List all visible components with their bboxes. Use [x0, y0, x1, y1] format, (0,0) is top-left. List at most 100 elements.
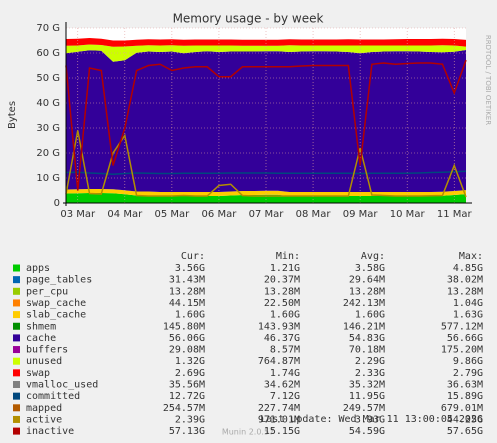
- legend-label: inactive: [26, 426, 74, 437]
- legend-stat: 1.63G: [453, 310, 483, 321]
- y-tick-label: 10 G: [36, 173, 60, 184]
- legend-swatch: [13, 334, 20, 342]
- legend-label: vmalloc_used: [26, 380, 98, 391]
- x-tick-label: 08 Mar: [296, 209, 332, 220]
- legend-stat: 36.63M: [447, 380, 483, 391]
- legend-label: unused: [26, 356, 62, 367]
- area: [66, 44, 466, 62]
- legend-stat: 1.04G: [453, 298, 483, 309]
- legend-stat: 13.28M: [349, 286, 385, 297]
- legend-header: Avg:: [361, 251, 385, 262]
- legend-stat: 31.43M: [169, 275, 205, 286]
- legend-stat: 2.79G: [453, 368, 483, 379]
- x-tick-label: 11 Mar: [437, 209, 473, 220]
- y-tick-label: 30 G: [36, 123, 60, 134]
- legend-stat: 34.62M: [264, 380, 300, 391]
- y-tick-label: 40 G: [36, 98, 60, 109]
- legend-stat: 679.01M: [441, 403, 483, 414]
- x-tick-label: 04 Mar: [107, 209, 143, 220]
- legend-stat: 1.60G: [175, 310, 205, 321]
- y-axis-label: Bytes: [7, 101, 18, 129]
- legend-stat: 8.57M: [270, 345, 300, 356]
- legend-label: apps: [26, 263, 50, 274]
- y-tick-label: 50 G: [36, 73, 60, 84]
- legend-label: swap_cache: [26, 298, 86, 309]
- legend-stat: 44.15M: [169, 298, 205, 309]
- legend-stat: 38.02M: [447, 275, 483, 286]
- legend-swatch: [13, 299, 20, 307]
- chart-title: Memory usage - by week: [173, 12, 324, 26]
- legend-stat: 249.57M: [343, 403, 385, 414]
- legend-stat: 20.37M: [264, 275, 300, 286]
- legend-swatch: [13, 346, 20, 354]
- legend-stat: 1.60G: [270, 310, 300, 321]
- legend-swatch: [13, 404, 20, 412]
- legend-stat: 9.86G: [453, 356, 483, 367]
- legend-label: buffers: [26, 345, 68, 356]
- legend-stat: 12.72G: [169, 391, 205, 402]
- y-tick-label: 20 G: [36, 148, 60, 159]
- legend-stat: 29.64M: [349, 275, 385, 286]
- x-tick-label: 09 Mar: [343, 209, 379, 220]
- legend-stat: 2.33G: [355, 368, 385, 379]
- legend-stat: 3.58G: [355, 263, 385, 274]
- legend-swatch: [13, 311, 20, 319]
- legend-stat: 56.06G: [169, 333, 205, 344]
- legend-header: Cur:: [181, 251, 205, 262]
- legend-stat: 2.69G: [175, 368, 205, 379]
- legend-swatch: [13, 287, 20, 295]
- footer: Munin 2.0.57: [222, 428, 274, 437]
- area: [66, 49, 466, 193]
- legend-stat: 22.50M: [264, 298, 300, 309]
- legend-stat: 15.89G: [447, 391, 483, 402]
- legend-header: Min:: [276, 251, 300, 262]
- legend-stat: 2.29G: [355, 356, 385, 367]
- legend-stat: 242.13M: [343, 298, 385, 309]
- legend-stat: 145.80M: [163, 321, 205, 332]
- legend-stat: 13.28M: [169, 286, 205, 297]
- legend-stat: 29.08M: [169, 345, 205, 356]
- legend-stat: 3.93G: [355, 414, 385, 425]
- legend-swatch: [13, 369, 20, 377]
- y-tick-label: 0: [54, 198, 60, 209]
- legend-label: slab_cache: [26, 310, 86, 321]
- x-tick-label: 03 Mar: [60, 209, 96, 220]
- legend-label: per_cpu: [26, 286, 68, 297]
- legend-stat: 46.37G: [264, 333, 300, 344]
- legend-label: active: [26, 414, 62, 425]
- legend-stat: 11.95G: [349, 391, 385, 402]
- legend-label: mapped: [26, 403, 62, 414]
- y-tick-label: 60 G: [36, 48, 60, 59]
- area: [66, 38, 466, 47]
- legend-stat: 44.25G: [447, 414, 483, 425]
- legend-stat: 4.85G: [453, 263, 483, 274]
- legend-header: Max:: [459, 251, 483, 262]
- legend-swatch: [13, 381, 20, 388]
- legend-label: swap: [26, 368, 50, 379]
- legend-stat: 70.18M: [349, 345, 385, 356]
- last-update: Last update: Wed Mar 11 13:00:05 2026: [260, 414, 483, 425]
- line: [65, 130, 467, 198]
- legend-stat: 254.57M: [163, 403, 205, 414]
- legend-swatch: [13, 276, 20, 284]
- x-tick-label: 07 Mar: [249, 209, 285, 220]
- legend-stat: 7.12G: [270, 391, 300, 402]
- x-tick-label: 05 Mar: [154, 209, 190, 220]
- legend-stat: 971.01M: [258, 414, 300, 425]
- legend-label: shmem: [26, 321, 56, 332]
- legend-stat: 143.93M: [258, 321, 300, 332]
- legend-swatch: [13, 357, 20, 365]
- legend-swatch: [13, 322, 20, 330]
- line: [65, 59, 467, 191]
- area: [66, 189, 466, 196]
- legend-stat: 1.21G: [270, 263, 300, 274]
- legend-swatch: [13, 392, 20, 400]
- legend-stat: 15.15G: [264, 426, 300, 437]
- x-tick-label: 06 Mar: [202, 209, 238, 220]
- legend-label: cache: [26, 333, 56, 344]
- legend-stat: 175.20M: [441, 345, 483, 356]
- legend-stat: 13.28M: [264, 286, 300, 297]
- x-tick-label: 10 Mar: [390, 209, 426, 220]
